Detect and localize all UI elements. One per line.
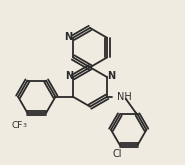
Text: N: N [65,71,73,81]
Text: CF: CF [11,121,23,130]
Text: Cl: Cl [112,149,122,159]
Text: N: N [107,71,115,81]
Text: NH: NH [117,92,132,102]
Text: 3: 3 [23,123,27,128]
Text: N: N [64,32,72,42]
